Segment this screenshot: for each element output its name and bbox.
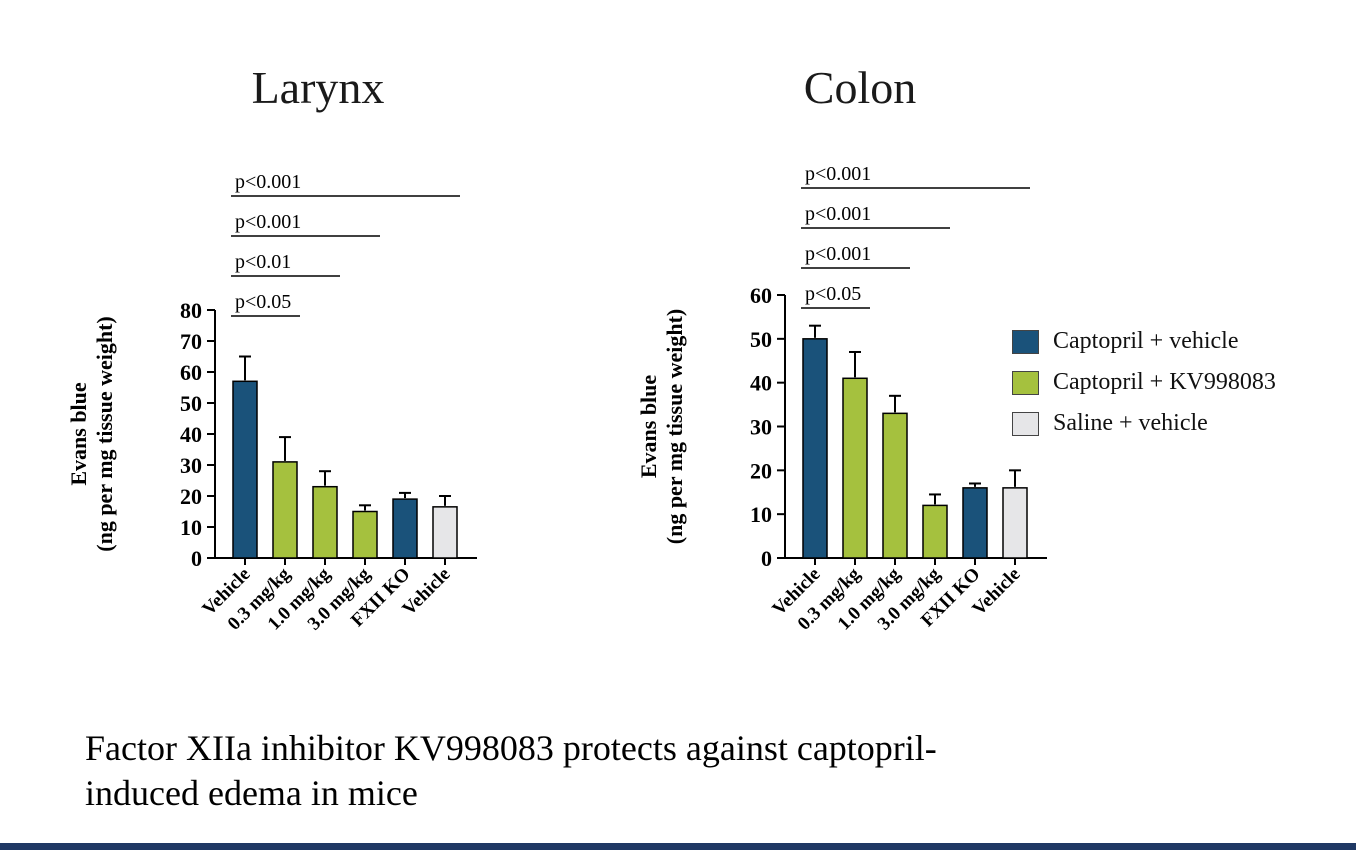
y-tick-label: 50 [180,391,202,416]
significance-label: p<0.01 [235,251,291,273]
chart-title: Colon [804,62,916,113]
legend-label: Captopril + vehicle [1053,328,1239,354]
y-tick-label: 40 [180,422,202,447]
legend: Captopril + vehicle Captopril + KV998083… [1012,328,1276,437]
figure-caption: Factor XIIa inhibitor KV998083 protects … [85,726,937,817]
y-tick-label: 0 [191,546,202,571]
bar-0-3-mg-kg [272,461,298,559]
y-tick-label: 10 [750,502,772,527]
y-tick-label: 0 [761,546,772,571]
y-tick-label: 60 [750,283,772,308]
y-tick-label: 10 [180,515,202,540]
bar-vehicle [432,506,458,559]
legend-item-saline-vehicle: Saline + vehicle [1012,410,1276,437]
y-tick-label: 40 [750,371,772,396]
caption-line-2: induced edema in mice [85,773,418,814]
legend-swatch-navy [1012,329,1039,354]
y-tick-label: 20 [750,458,772,483]
chart-svg-larynx: Larynx Evans blue (ng per mg tissue weight… [66,62,477,635]
bar-fxii-ko [962,487,988,559]
y-axis-label: Evans blue [66,382,91,486]
y-tick-label: 20 [180,484,202,509]
legend-label: Saline + vehicle [1053,410,1208,436]
bar-1-0-mg-kg [882,412,908,559]
y-tick-label: 30 [750,415,772,440]
y-axis-units: (ng per mg tissue weight) [662,309,687,544]
legend-swatch-green [1012,370,1039,395]
chart-title: Larynx [252,62,385,113]
y-tick-label: 60 [180,360,202,385]
significance-label: p<0.05 [235,291,291,313]
bar-0-3-mg-kg [842,377,868,559]
significance-label: p<0.05 [805,283,861,305]
significance-label: p<0.001 [805,243,871,265]
significance-label: p<0.001 [805,203,871,225]
significance-label: p<0.001 [235,211,301,233]
y-tick-label: 30 [180,453,202,478]
larynx-chart: Larynx Evans blue (ng per mg tissue weight… [30,25,590,720]
chart-svg-colon: Colon Evans blue (ng per mg tissue weight)… [636,62,1047,635]
y-tick-label: 50 [750,327,772,352]
legend-swatch-gray [1012,411,1039,436]
significance-label: p<0.001 [235,171,301,193]
y-axis-label: Evans blue [636,375,661,479]
y-tick-label: 80 [180,298,202,323]
bar-3-0-mg-kg [922,504,948,559]
y-tick-label: 70 [180,329,202,354]
y-axis-units: (ng per mg tissue weight) [92,316,117,551]
bar-vehicle [802,338,828,559]
bar-1-0-mg-kg [312,485,338,559]
bar-vehicle [232,380,258,559]
footer-bar [0,843,1356,850]
caption-line-1: Factor XIIa inhibitor KV998083 protects … [85,728,937,768]
significance-label: p<0.001 [805,163,871,185]
legend-item-captopril-vehicle: Captopril + vehicle [1012,328,1276,355]
bar-3-0-mg-kg [352,510,378,559]
legend-label: Captopril + KV998083 [1053,369,1276,395]
colon-chart: Colon Evans blue (ng per mg tissue weight)… [600,25,1160,720]
legend-item-captopril-kv998083: Captopril + KV998083 [1012,369,1276,396]
bar-fxii-ko [392,498,418,559]
bar-vehicle [1002,487,1028,559]
